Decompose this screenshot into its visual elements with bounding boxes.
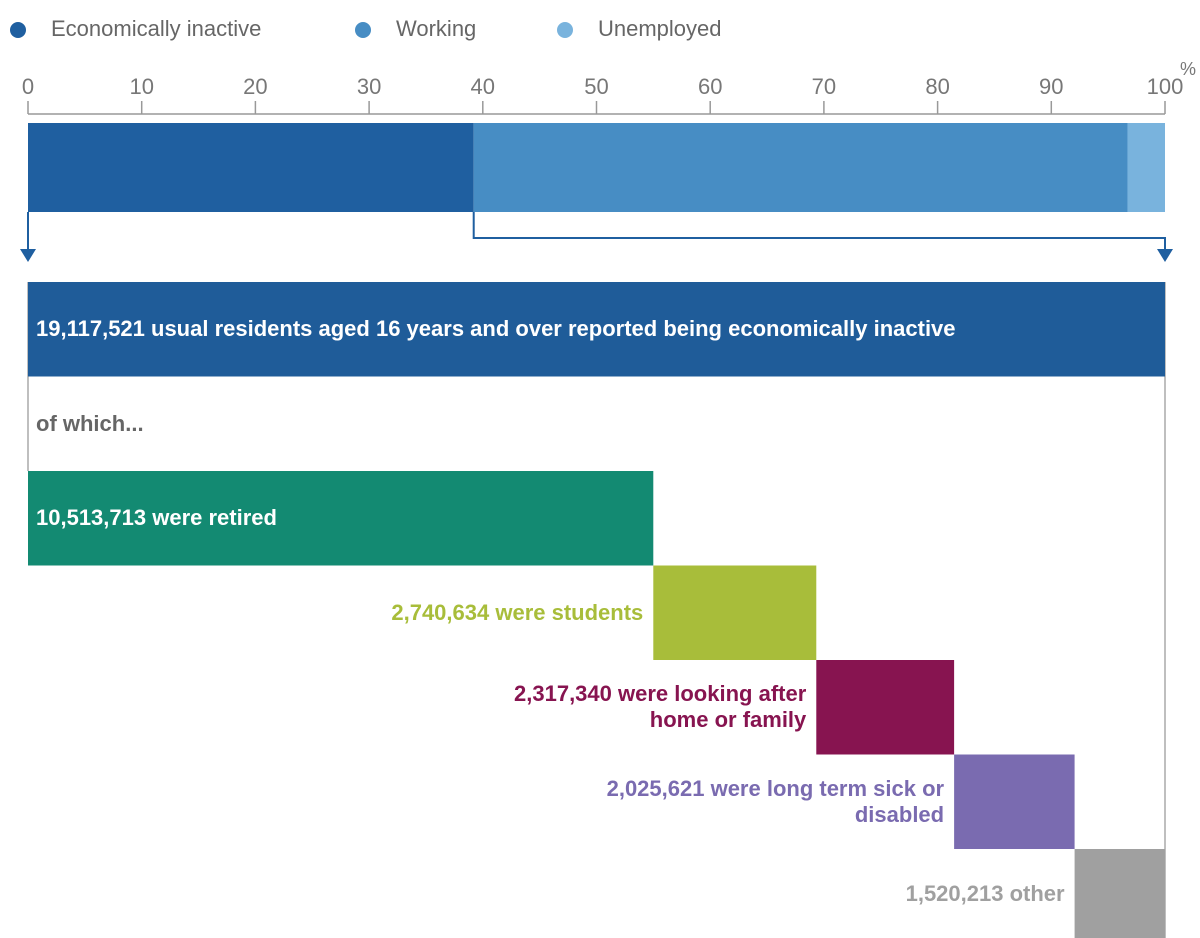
- x-tick-label: 40: [471, 74, 495, 99]
- bar-segment: [28, 123, 474, 212]
- legend-label: Economically inactive: [51, 16, 261, 41]
- x-tick-label: 20: [243, 74, 267, 99]
- bar: [816, 660, 955, 755]
- legend-label: Working: [396, 16, 476, 41]
- x-tick-label: 0: [22, 74, 34, 99]
- legend-marker: [355, 22, 371, 38]
- legend-marker: [10, 22, 26, 38]
- connector: [27, 212, 1166, 250]
- legend-marker: [557, 22, 573, 38]
- total-label: 19,117,521 usual residents aged 16 years…: [36, 316, 956, 342]
- x-tick-label: 100: [1147, 74, 1184, 99]
- data-label: 2,025,621 were long term sick or disable…: [606, 775, 945, 827]
- data-label: 2,740,634 were students: [391, 599, 644, 625]
- x-axis-unit: %: [1180, 59, 1196, 79]
- x-tick-label: 90: [1039, 74, 1063, 99]
- x-tick-label: 30: [357, 74, 381, 99]
- bar-segment: [473, 123, 1128, 212]
- x-tick-label: 70: [812, 74, 836, 99]
- annotation: of which...: [36, 410, 144, 436]
- x-tick-label: 50: [584, 74, 608, 99]
- bar: [653, 565, 817, 660]
- bar: [954, 754, 1075, 849]
- bar-segment: [1127, 123, 1165, 212]
- total-bar: [28, 282, 1165, 377]
- bar: [28, 471, 654, 566]
- data-label: 10,513,713 were retired: [36, 505, 277, 531]
- arrow-head: [20, 249, 1173, 262]
- data-label: 1,520,213 other: [905, 880, 1065, 906]
- x-tick-label: 60: [698, 74, 722, 99]
- legend-label: Unemployed: [598, 16, 722, 41]
- x-tick-label: 10: [129, 74, 153, 99]
- data-label: 2,317,340 were looking after home or fam…: [514, 681, 807, 733]
- x-tick-label: 80: [925, 74, 949, 99]
- bar: [1074, 849, 1165, 938]
